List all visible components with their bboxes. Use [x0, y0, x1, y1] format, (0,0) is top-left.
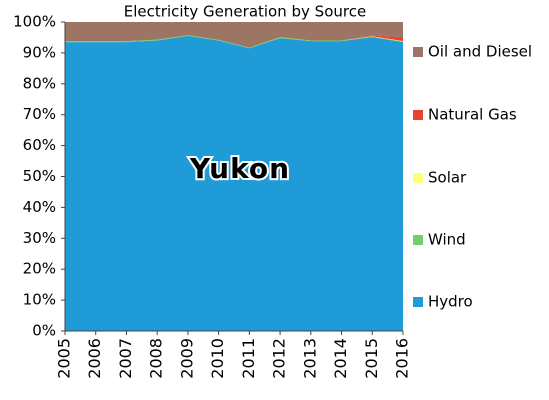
- legend-swatch: [413, 235, 423, 245]
- x-tick-label: 2013: [300, 338, 319, 379]
- x-tick-label: 2009: [177, 338, 196, 379]
- chart-title: Electricity Generation by Source: [124, 3, 366, 21]
- area: [65, 35, 403, 331]
- y-tick-label: 80%: [23, 74, 56, 92]
- y-tick-label: 100%: [13, 13, 56, 31]
- legend-label: Oil and Diesel: [428, 43, 532, 61]
- legend-label: Wind: [428, 231, 466, 249]
- y-tick-label: 40%: [23, 198, 56, 216]
- legend-swatch: [413, 297, 423, 307]
- x-tick-label: 2006: [85, 338, 104, 379]
- legend-label: Natural Gas: [428, 106, 517, 124]
- x-tick-label: 2010: [208, 338, 227, 379]
- x-tick-label: 2007: [116, 338, 135, 379]
- x-tick-label: 2011: [239, 338, 258, 379]
- legend-label: Solar: [428, 169, 467, 187]
- x-tick-label: 2016: [393, 338, 412, 379]
- y-tick-label: 50%: [23, 167, 56, 185]
- legend-swatch: [413, 47, 423, 57]
- y-tick-label: 90%: [23, 43, 56, 61]
- annotation: Yukon: [189, 152, 290, 185]
- title-background: [119, 0, 371, 22]
- x-tick-label: 2012: [270, 338, 289, 379]
- area: [65, 35, 403, 48]
- y-tick-label: 20%: [23, 260, 56, 278]
- x-tick-label: 2005: [55, 338, 74, 379]
- y-tick-label: 30%: [23, 229, 56, 247]
- y-tick-label: 70%: [23, 105, 56, 123]
- y-tick-label: 0%: [32, 322, 56, 340]
- y-tick-label: 60%: [23, 136, 56, 154]
- legend-swatch: [413, 173, 423, 183]
- x-tick-label: 2014: [331, 338, 350, 379]
- legend-label: Hydro: [428, 293, 473, 311]
- legend-swatch: [413, 110, 423, 120]
- x-tick-label: 2015: [362, 338, 381, 379]
- area: [65, 22, 403, 48]
- y-tick-label: 10%: [23, 291, 56, 309]
- x-tick-label: 2008: [147, 338, 166, 379]
